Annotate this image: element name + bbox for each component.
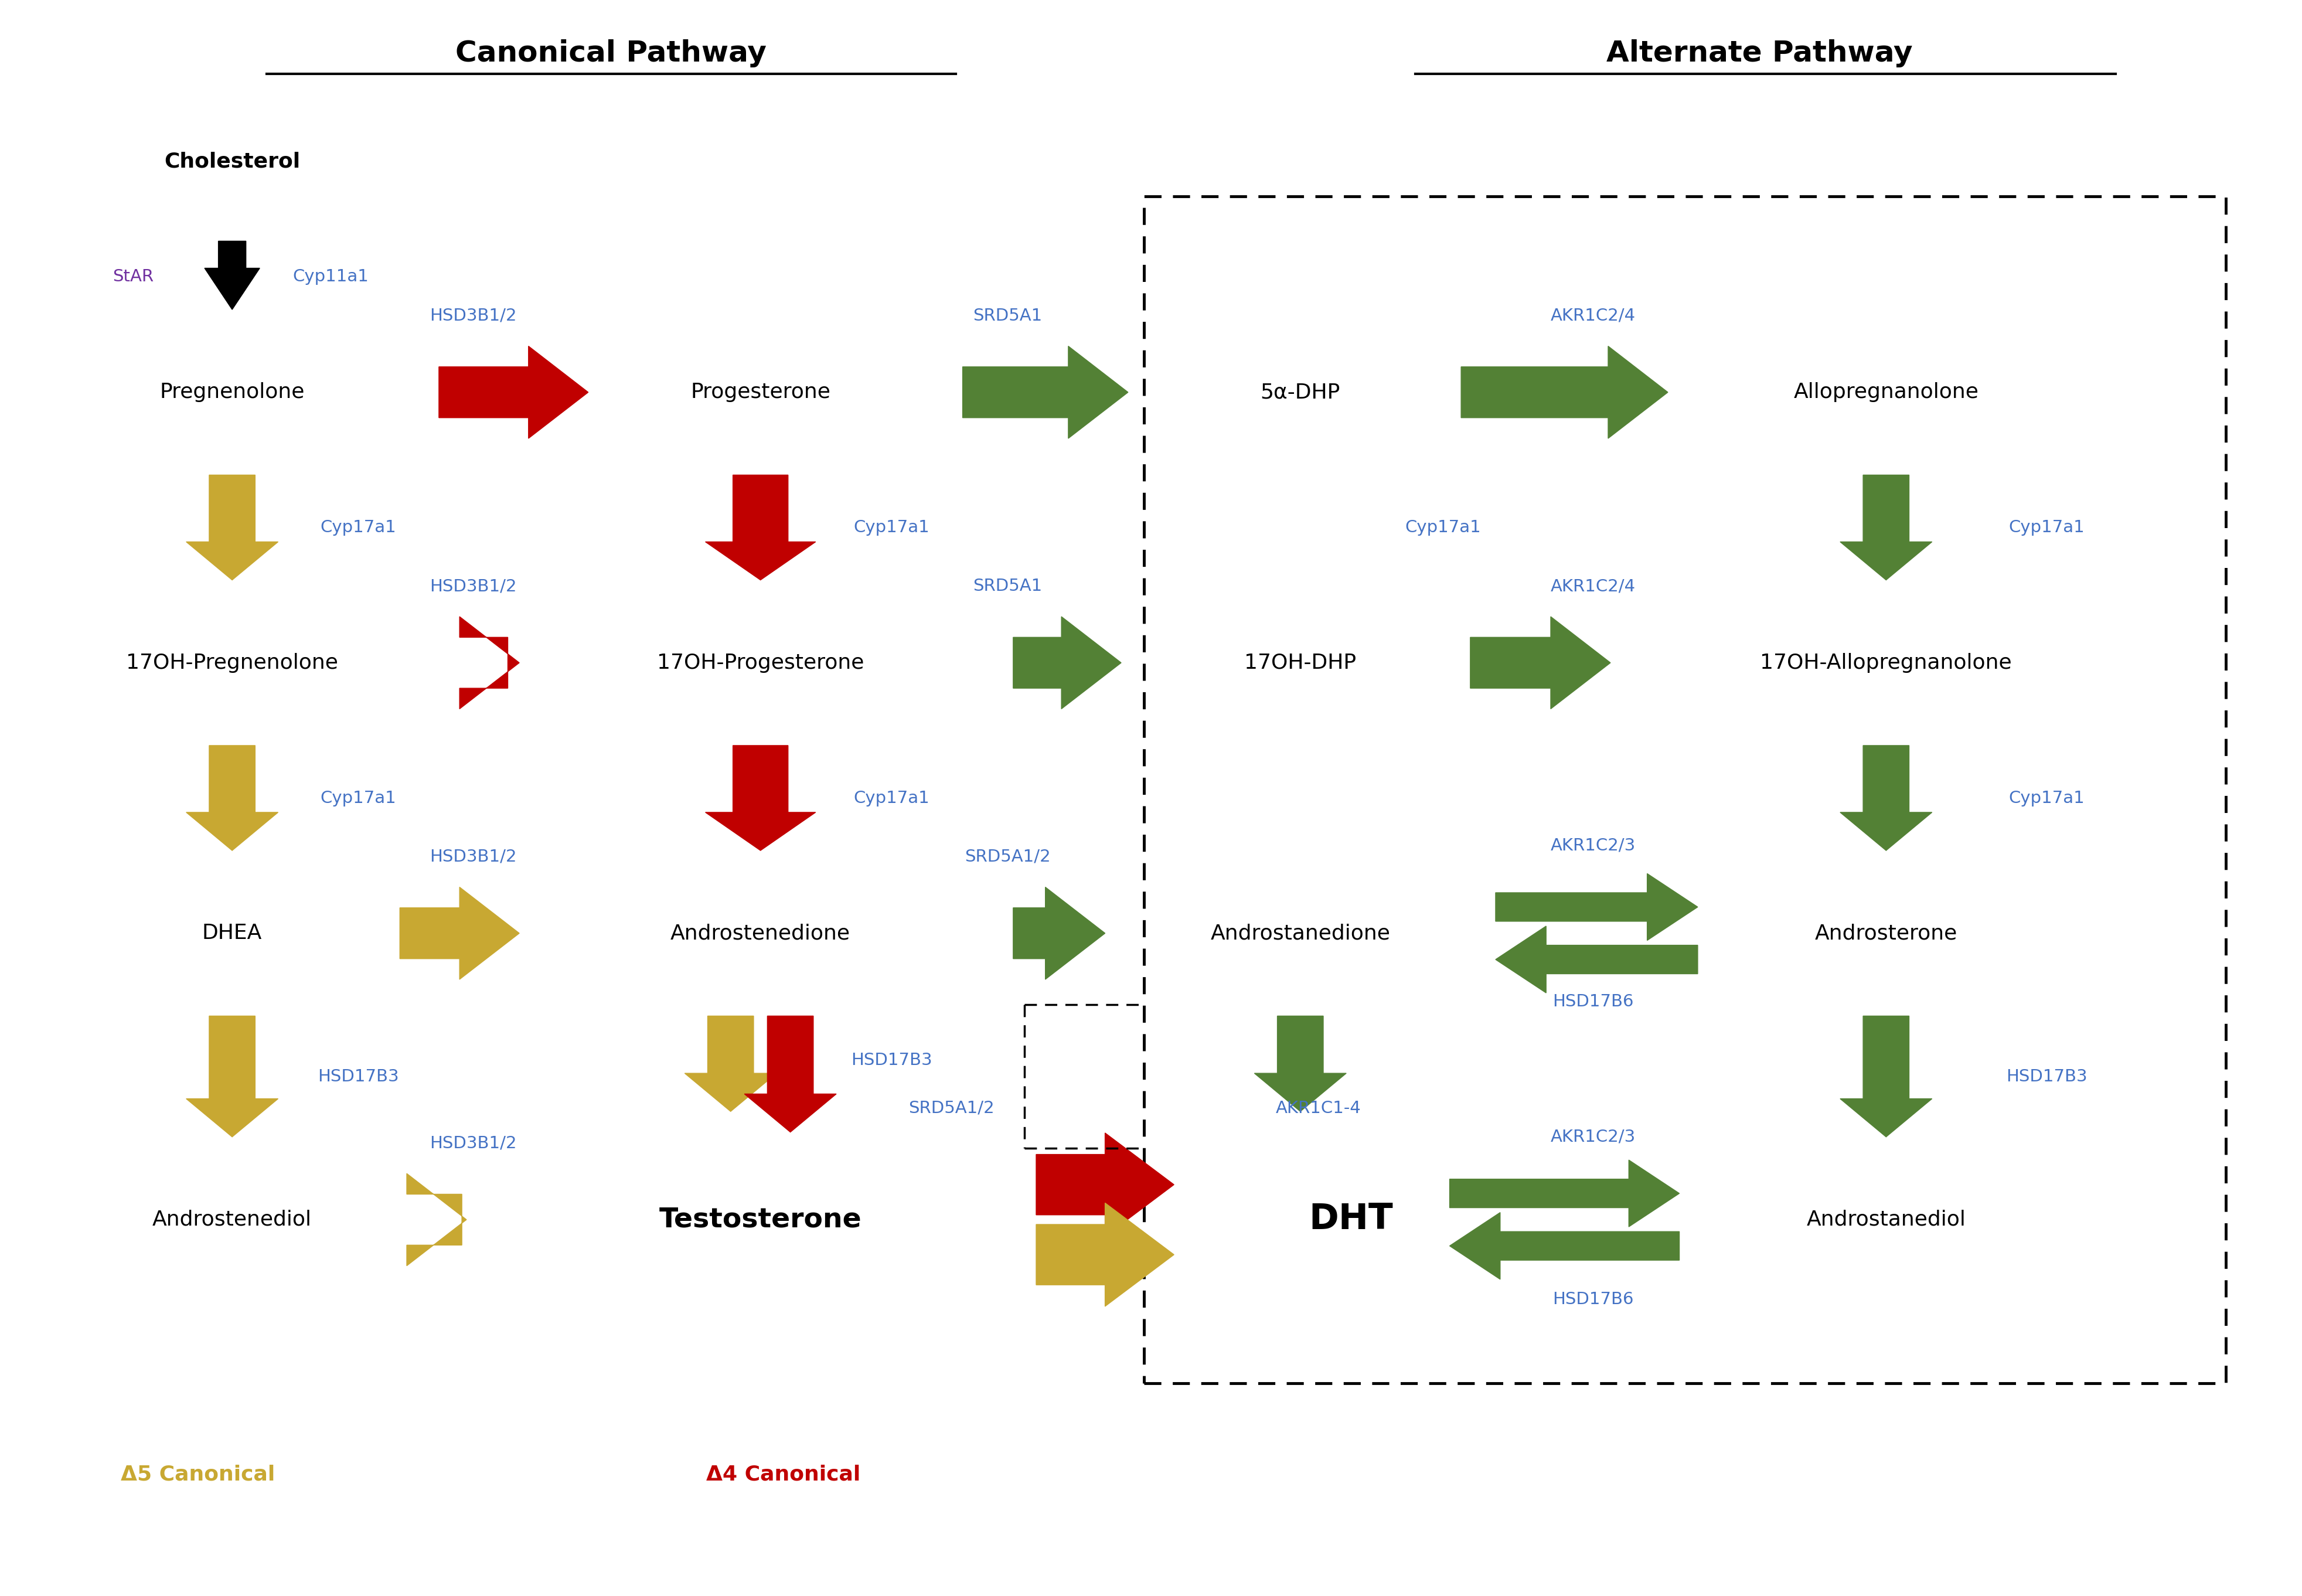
Text: AKR1C2/4: AKR1C2/4 (1552, 578, 1637, 595)
Text: 5α-DHP: 5α-DHP (1261, 383, 1340, 402)
Text: Progesterone: Progesterone (691, 383, 831, 402)
Text: Cyp17a1: Cyp17a1 (2010, 790, 2086, 806)
FancyArrow shape (704, 745, 815, 851)
Text: Androstenedione: Androstenedione (670, 922, 849, 943)
FancyArrow shape (1036, 1203, 1174, 1307)
Text: DHT: DHT (1310, 1202, 1393, 1237)
FancyArrow shape (1496, 873, 1697, 940)
Text: Androstenediol: Androstenediol (152, 1210, 311, 1229)
FancyArrow shape (1462, 346, 1669, 439)
FancyArrow shape (186, 1017, 279, 1136)
Text: HSD17B3: HSD17B3 (2007, 1068, 2088, 1085)
Text: SRD5A1/2: SRD5A1/2 (909, 1100, 994, 1117)
FancyArrow shape (1036, 1133, 1174, 1237)
Text: HSD17B3: HSD17B3 (318, 1068, 398, 1085)
FancyArrow shape (962, 346, 1128, 439)
FancyArrow shape (1450, 1213, 1680, 1280)
Text: Δ4 Canonical: Δ4 Canonical (707, 1464, 861, 1484)
Text: Cyp17a1: Cyp17a1 (854, 790, 930, 806)
FancyArrow shape (1839, 1017, 1931, 1136)
Text: Pregnenolone: Pregnenolone (159, 383, 304, 402)
FancyArrow shape (1839, 476, 1931, 579)
Text: StAR: StAR (113, 268, 154, 286)
FancyArrow shape (460, 616, 520, 709)
Text: Cyp17a1: Cyp17a1 (320, 519, 396, 536)
Text: AKR1C2/3: AKR1C2/3 (1552, 1128, 1637, 1144)
FancyArrow shape (401, 887, 520, 980)
Text: HSD3B1/2: HSD3B1/2 (430, 308, 518, 324)
FancyArrow shape (704, 476, 815, 579)
Text: HSD3B1/2: HSD3B1/2 (430, 1135, 518, 1151)
Text: Cyp17a1: Cyp17a1 (320, 790, 396, 806)
FancyArrow shape (1450, 1160, 1680, 1227)
FancyArrow shape (684, 1017, 776, 1111)
Text: HSD3B1/2: HSD3B1/2 (430, 578, 518, 595)
FancyArrow shape (1255, 1017, 1347, 1111)
Text: Cyp11a1: Cyp11a1 (292, 268, 368, 286)
Text: Canonical Pathway: Canonical Pathway (456, 40, 767, 67)
FancyArrow shape (1471, 616, 1611, 709)
FancyArrow shape (407, 1173, 467, 1266)
Text: 17OH-Progesterone: 17OH-Progesterone (656, 653, 863, 674)
Text: Δ5 Canonical: Δ5 Canonical (120, 1464, 274, 1484)
Text: 17OH-DHP: 17OH-DHP (1245, 653, 1356, 674)
Text: AKR1C1-4: AKR1C1-4 (1275, 1100, 1360, 1117)
FancyArrow shape (1013, 616, 1121, 709)
FancyArrow shape (186, 476, 279, 579)
Text: SRD5A1: SRD5A1 (974, 308, 1043, 324)
Text: Alternate Pathway: Alternate Pathway (1607, 40, 1913, 67)
FancyArrow shape (1839, 745, 1931, 851)
FancyArrow shape (1013, 887, 1105, 980)
Text: HSD17B6: HSD17B6 (1552, 993, 1634, 1010)
FancyArrow shape (744, 1017, 836, 1132)
Text: SRD5A1/2: SRD5A1/2 (965, 849, 1050, 865)
Text: HSD17B6: HSD17B6 (1552, 1291, 1634, 1307)
FancyArrow shape (1496, 926, 1697, 993)
Text: Cyp17a1: Cyp17a1 (854, 519, 930, 536)
Text: Testosterone: Testosterone (658, 1207, 861, 1232)
Text: Androstanediol: Androstanediol (1807, 1210, 1966, 1229)
FancyArrow shape (440, 346, 589, 439)
Text: Cyp17a1: Cyp17a1 (2010, 519, 2086, 536)
Text: 17OH-Pregnenolone: 17OH-Pregnenolone (127, 653, 338, 674)
Text: SRD5A1: SRD5A1 (974, 578, 1043, 595)
Text: HSD3B1/2: HSD3B1/2 (430, 849, 518, 865)
Text: 17OH-Allopregnanolone: 17OH-Allopregnanolone (1761, 653, 2012, 674)
Text: AKR1C2/3: AKR1C2/3 (1552, 838, 1637, 854)
Text: Cyp17a1: Cyp17a1 (1404, 519, 1480, 536)
Text: Androsterone: Androsterone (1814, 922, 1957, 943)
Text: DHEA: DHEA (203, 922, 262, 943)
FancyArrow shape (205, 241, 260, 310)
Text: Androstanedione: Androstanedione (1211, 922, 1390, 943)
Text: Cholesterol: Cholesterol (163, 152, 299, 171)
Text: HSD17B3: HSD17B3 (852, 1052, 932, 1069)
Text: AKR1C2/4: AKR1C2/4 (1552, 308, 1637, 324)
Text: Allopregnanolone: Allopregnanolone (1793, 383, 1980, 402)
FancyArrow shape (186, 745, 279, 851)
